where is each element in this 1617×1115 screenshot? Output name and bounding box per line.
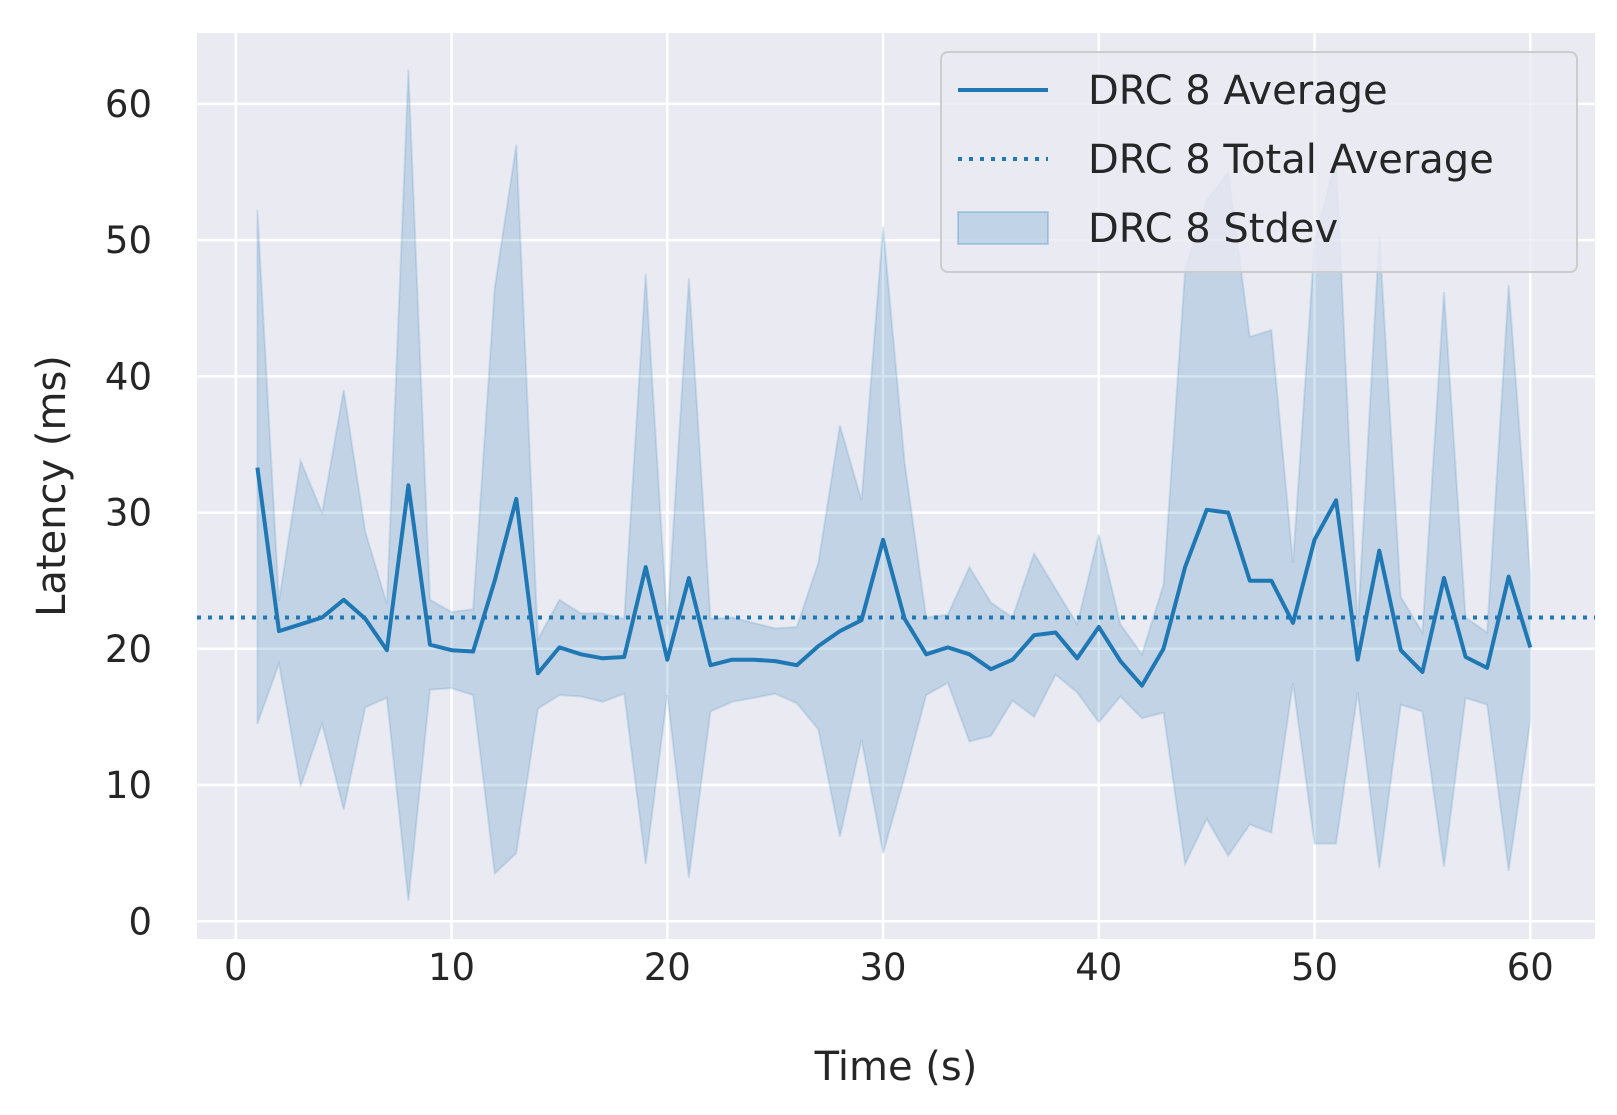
y-tick-label: 0 (128, 900, 152, 943)
x-tick-label: 40 (1075, 946, 1122, 989)
x-tick-label: 10 (428, 946, 475, 989)
x-axis-title: Time (s) (814, 1044, 978, 1090)
y-tick-label: 40 (105, 355, 152, 398)
y-axis-title: Latency (ms) (29, 355, 75, 617)
y-tick-labels: 0 10 20 30 40 50 60 (105, 83, 152, 943)
x-tick-label: 20 (644, 946, 691, 989)
average-line-layer (255, 467, 1533, 688)
stdev-band (256, 69, 1532, 902)
legend-label-stdev: DRC 8 Stdev (1088, 206, 1338, 252)
average-line (255, 467, 1533, 688)
legend: DRC 8 Average DRC 8 Total Average DRC 8 … (940, 51, 1578, 273)
grid-lines (197, 33, 1595, 939)
y-tick-label: 50 (105, 219, 152, 262)
x-tick-label: 30 (860, 946, 907, 989)
legend-label-average: DRC 8 Average (1088, 68, 1388, 114)
y-tick-label: 10 (105, 764, 152, 807)
stdev-band-layer (256, 69, 1532, 902)
y-tick-label: 20 (105, 628, 152, 671)
x-tick-label: 60 (1507, 946, 1554, 989)
x-tick-labels: 0 10 20 30 40 50 60 (224, 946, 1554, 989)
y-tick-label: 30 (105, 492, 152, 535)
x-tick-label: 50 (1291, 946, 1338, 989)
legend-box (940, 51, 1578, 273)
legend-band-swatch (957, 211, 1049, 245)
x-tick-label: 0 (224, 946, 248, 989)
legend-label-total-average: DRC 8 Total Average (1088, 137, 1494, 183)
y-tick-label: 60 (105, 83, 152, 126)
